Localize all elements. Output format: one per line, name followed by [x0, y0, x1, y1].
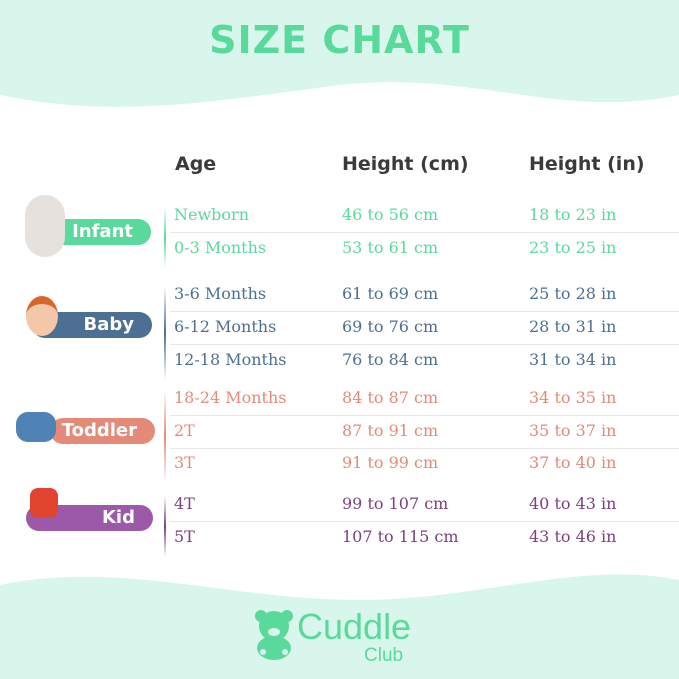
group-divider: [164, 390, 166, 483]
group-divider: [164, 286, 166, 380]
age-cell: Newborn: [174, 205, 249, 224]
age-cell: 0-3 Months: [174, 238, 267, 257]
height-cm-cell: 46 to 56 cm: [342, 205, 439, 224]
height-cm-cell: 53 to 61 cm: [342, 238, 439, 257]
height-in-cell: 25 to 28 in: [529, 284, 617, 303]
kid-illustration-icon: [30, 488, 58, 518]
height-in-cell: 28 to 31 in: [529, 317, 617, 336]
height-cm-cell: 61 to 69 cm: [342, 284, 439, 303]
row-separator: [170, 232, 679, 233]
height-in-cell: 23 to 25 in: [529, 238, 617, 257]
height-in-cell: 37 to 40 in: [529, 453, 617, 472]
height-cm-cell: 107 to 115 cm: [342, 527, 459, 546]
height-in-cell: 40 to 43 in: [529, 494, 617, 513]
infant-illustration-icon: [25, 195, 65, 257]
height-cm-cell: 84 to 87 cm: [342, 388, 439, 407]
age-cell: 2T: [174, 421, 195, 440]
header-height-in: Height (in): [529, 153, 645, 175]
baby-illustration-icon: [26, 296, 58, 336]
height-in-cell: 43 to 46 in: [529, 527, 617, 546]
height-in-cell: 35 to 37 in: [529, 421, 617, 440]
age-cell: 3-6 Months: [174, 284, 267, 303]
group-divider: [164, 207, 166, 268]
age-cell: 4T: [174, 494, 195, 513]
badge-toddler: Toddler: [50, 418, 155, 444]
height-in-cell: 34 to 35 in: [529, 388, 617, 407]
row-separator: [170, 344, 679, 345]
height-cm-cell: 87 to 91 cm: [342, 421, 439, 440]
age-cell: 12-18 Months: [174, 350, 287, 369]
badge-kid: Kid: [26, 505, 153, 531]
row-separator: [170, 448, 679, 449]
header-height-cm: Height (cm): [342, 153, 469, 175]
header-age: Age: [175, 153, 217, 175]
height-cm-cell: 76 to 84 cm: [342, 350, 439, 369]
brand-subtitle: Club: [364, 645, 404, 666]
row-separator: [170, 311, 679, 312]
age-cell: 18-24 Months: [174, 388, 287, 407]
height-cm-cell: 69 to 76 cm: [342, 317, 439, 336]
brand-name: Cuddle: [297, 606, 412, 647]
age-cell: 5T: [174, 527, 195, 546]
height-cm-cell: 99 to 107 cm: [342, 494, 449, 513]
height-in-cell: 31 to 34 in: [529, 350, 617, 369]
height-cm-cell: 91 to 99 cm: [342, 453, 439, 472]
row-separator: [170, 521, 679, 522]
row-separator: [170, 415, 679, 416]
page-title: SIZE CHART: [209, 18, 470, 62]
group-divider: [164, 496, 166, 557]
teddy-bear-icon: [255, 610, 293, 660]
toddler-illustration-icon: [16, 412, 56, 442]
age-cell: 6-12 Months: [174, 317, 277, 336]
age-cell: 3T: [174, 453, 195, 472]
height-in-cell: 18 to 23 in: [529, 205, 617, 224]
